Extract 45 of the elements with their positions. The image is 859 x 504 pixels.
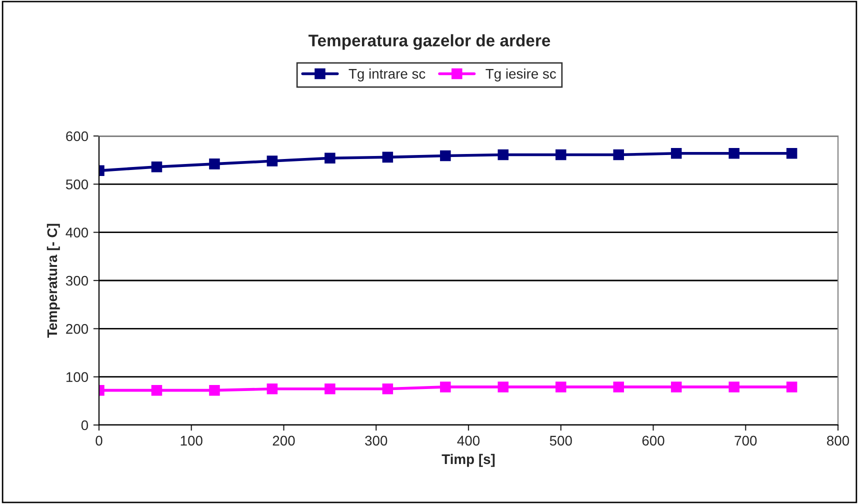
x-tick-label: 700	[734, 436, 757, 446]
point	[324, 383, 336, 394]
point	[498, 149, 509, 160]
point	[266, 156, 278, 166]
point	[266, 383, 278, 394]
point	[786, 382, 798, 392]
legend-label: Tg intrare sc	[348, 68, 426, 82]
y-tick-label: 500	[66, 180, 88, 190]
x-tick-label: 500	[550, 436, 572, 446]
x-axis-title: Timp [s]	[442, 454, 495, 467]
point	[498, 382, 509, 392]
x-tick-label: 200	[272, 436, 295, 446]
point	[324, 152, 336, 164]
x-tick-label: 600	[642, 436, 664, 446]
point	[670, 148, 682, 159]
y-axis-title: Temperatura [- C]	[46, 224, 60, 338]
y-tick-label: 600	[66, 131, 88, 142]
x-tick-label: 400	[457, 436, 480, 446]
point	[613, 149, 624, 160]
point	[728, 148, 740, 159]
x-tick-label: 0	[96, 436, 102, 446]
point	[613, 382, 624, 392]
y-tick-label: 200	[66, 324, 88, 334]
x-tick-label: 800	[827, 436, 850, 446]
y-tick-label: 300	[66, 276, 88, 286]
point	[728, 382, 740, 392]
point	[440, 382, 451, 392]
point	[209, 158, 220, 170]
point	[151, 161, 162, 172]
point	[786, 148, 798, 159]
y-tick-label: 100	[66, 372, 88, 382]
chart-title: Temperatura gazelor de ardere	[308, 34, 550, 50]
x-tick-label: 100	[180, 436, 202, 446]
point	[382, 383, 394, 394]
point	[555, 149, 566, 160]
y-tick-label: 0	[81, 420, 88, 430]
point	[209, 384, 220, 396]
point	[440, 150, 451, 162]
point	[151, 384, 162, 396]
y-tick-label: 400	[66, 228, 88, 238]
point	[670, 382, 682, 392]
x-tick-label: 300	[365, 436, 388, 446]
legend-label: Tg iesire sc	[486, 68, 556, 82]
point	[555, 382, 566, 392]
point	[382, 152, 394, 163]
